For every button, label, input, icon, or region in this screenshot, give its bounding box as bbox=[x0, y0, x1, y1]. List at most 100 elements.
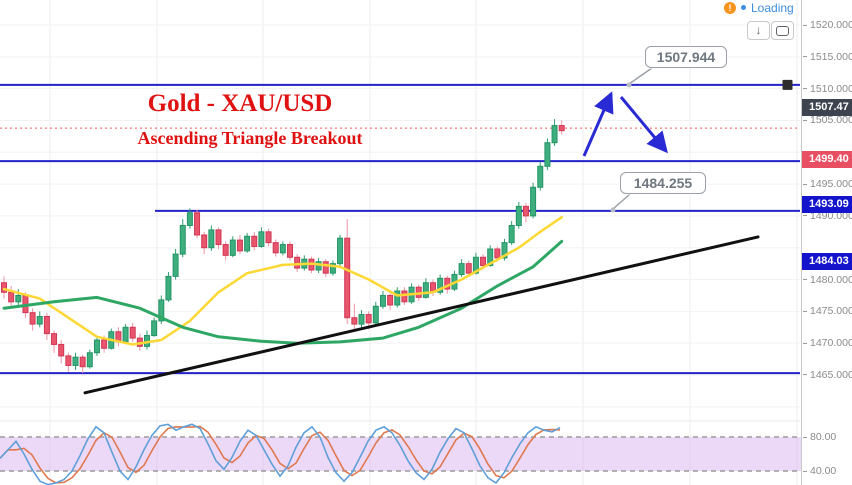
price-badge-dark: 1507.47 bbox=[802, 99, 852, 116]
candle bbox=[551, 125, 558, 144]
candle bbox=[458, 263, 465, 275]
candle bbox=[172, 253, 179, 277]
candle bbox=[186, 212, 193, 226]
candle bbox=[236, 239, 243, 252]
ma-green bbox=[2, 239, 564, 345]
candle bbox=[251, 235, 258, 247]
candle bbox=[43, 315, 50, 335]
candle bbox=[379, 294, 386, 307]
candle bbox=[287, 244, 293, 258]
candle bbox=[8, 291, 15, 303]
candle bbox=[179, 224, 186, 255]
candle bbox=[58, 343, 65, 357]
candle bbox=[558, 125, 565, 132]
candle bbox=[329, 263, 336, 274]
candle bbox=[258, 231, 265, 247]
candle bbox=[72, 356, 79, 366]
stochastic-k-line bbox=[0, 423, 561, 485]
price-tick: 1495.000 bbox=[803, 178, 852, 190]
candle bbox=[358, 314, 365, 325]
candle bbox=[29, 312, 36, 325]
candle bbox=[215, 229, 222, 246]
candle bbox=[487, 248, 494, 267]
price-tick: 1480.000 bbox=[803, 274, 852, 286]
line-handle[interactable] bbox=[782, 79, 793, 90]
loading-label: Loading bbox=[751, 0, 794, 15]
candle bbox=[86, 352, 93, 368]
candle bbox=[515, 205, 522, 226]
price-badge-blue: 1493.09 bbox=[802, 196, 852, 213]
candle bbox=[201, 234, 208, 249]
candle bbox=[101, 339, 108, 349]
chart-title: Gold - XAU/USD bbox=[147, 90, 333, 117]
candle bbox=[51, 333, 58, 345]
price-tick: 1475.000 bbox=[803, 305, 852, 317]
arrow-down-icon: ↓ bbox=[755, 23, 762, 37]
candle bbox=[165, 275, 172, 301]
alert-circle-icon: ! bbox=[724, 1, 736, 14]
frame-icon bbox=[776, 25, 789, 36]
candle bbox=[15, 294, 22, 303]
price-callout-lower[interactable]: 1484.255 bbox=[620, 172, 706, 194]
candle bbox=[93, 339, 100, 354]
candle bbox=[501, 242, 508, 259]
price-badge-blue: 1484.03 bbox=[802, 253, 852, 270]
price-tick: 1510.000 bbox=[803, 83, 852, 95]
candle bbox=[372, 305, 379, 324]
stochastic-panel bbox=[0, 423, 801, 485]
candle bbox=[387, 294, 394, 306]
candle bbox=[522, 205, 529, 217]
candle bbox=[229, 239, 236, 256]
candle bbox=[401, 290, 408, 303]
price-tick: 40.00 bbox=[803, 465, 836, 477]
loading-indicator: ! Loading bbox=[724, 0, 794, 15]
price-tick: 1470.000 bbox=[803, 337, 852, 349]
candle bbox=[244, 235, 251, 252]
candle bbox=[294, 256, 301, 269]
candle bbox=[508, 224, 515, 244]
ma-yellow bbox=[2, 215, 563, 346]
candle bbox=[265, 231, 272, 244]
support-resistance-lines[interactable] bbox=[0, 83, 800, 375]
candle bbox=[422, 282, 429, 298]
dot-icon bbox=[741, 5, 746, 10]
candle bbox=[158, 299, 165, 322]
price-tick: 1515.000 bbox=[803, 51, 852, 63]
grid bbox=[0, 0, 800, 485]
candle bbox=[537, 165, 544, 188]
price-tick: 1465.000 bbox=[803, 369, 852, 381]
candle bbox=[494, 248, 501, 259]
candle bbox=[194, 212, 201, 236]
scroll-to-latest-button[interactable]: ↓ bbox=[747, 21, 770, 40]
stochastic-d-line bbox=[0, 425, 561, 484]
projection-arrows[interactable] bbox=[582, 91, 668, 157]
price-tick: 80.00 bbox=[803, 431, 836, 443]
candle bbox=[437, 277, 444, 293]
candle bbox=[472, 256, 479, 274]
price-axis[interactable]: 1520.000 1515.000 1510.000 1505.000 1495.000… bbox=[801, 0, 852, 485]
price-tick: 1505.000 bbox=[803, 114, 852, 126]
auto-scale-button[interactable] bbox=[771, 21, 794, 40]
candle bbox=[337, 237, 344, 265]
candle bbox=[122, 326, 129, 343]
trendline[interactable] bbox=[83, 235, 760, 395]
price-badge-red: 1499.40 bbox=[802, 151, 852, 168]
candle bbox=[36, 315, 43, 325]
candle bbox=[272, 242, 279, 254]
price-callout-upper[interactable]: 1507.944 bbox=[645, 46, 727, 68]
candle bbox=[65, 355, 72, 366]
candle bbox=[480, 256, 487, 267]
candle bbox=[465, 263, 472, 274]
candle bbox=[544, 142, 551, 167]
chart-subtitle: Ascending Triangle Breakout bbox=[137, 128, 363, 148]
candle bbox=[394, 290, 401, 306]
candle bbox=[365, 314, 372, 324]
candle bbox=[208, 229, 215, 249]
candle bbox=[129, 326, 136, 339]
candle bbox=[279, 244, 286, 254]
candlestick-series bbox=[1, 119, 565, 374]
candle bbox=[222, 244, 229, 256]
candle bbox=[530, 186, 537, 217]
price-tick: 1520.000 bbox=[803, 19, 852, 31]
